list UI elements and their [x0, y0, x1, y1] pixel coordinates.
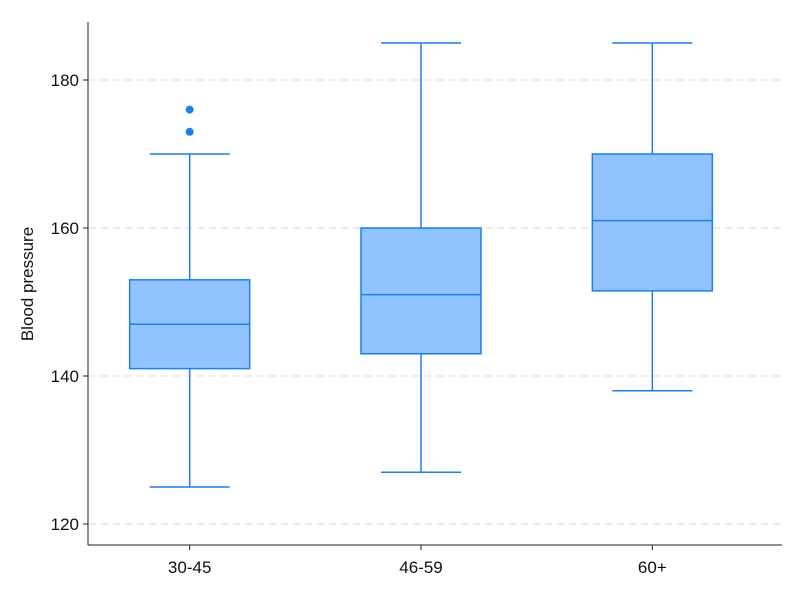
y-tick-labels: 120 140 160 180 — [51, 71, 88, 534]
box-iqr — [360, 227, 482, 355]
box-46-59 — [360, 42, 482, 473]
x-tick-label: 46-59 — [399, 558, 442, 577]
y-axis-title: Blood pressure — [18, 227, 37, 341]
y-tick-label: 160 — [51, 219, 79, 238]
y-tick-label: 180 — [51, 71, 79, 90]
box-series — [128, 42, 714, 488]
x-tick-labels: 30-45 46-59 60+ — [168, 545, 667, 577]
axes — [87, 22, 782, 546]
outlier-point — [185, 105, 194, 114]
x-tick-label: 60+ — [638, 558, 667, 577]
y-tick-label: 140 — [51, 367, 79, 386]
outlier-point — [185, 127, 194, 136]
box-iqr — [591, 153, 714, 292]
x-tick-label: 30-45 — [168, 558, 211, 577]
box-30-45 — [128, 105, 251, 488]
box-60+ — [591, 42, 714, 392]
y-tick-label: 120 — [51, 515, 79, 534]
